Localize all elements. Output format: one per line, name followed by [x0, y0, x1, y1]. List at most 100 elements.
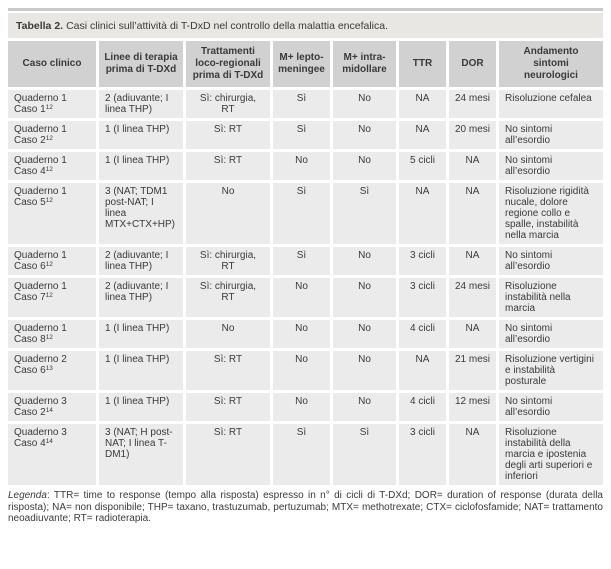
caso-quaderno: Quaderno 1: [14, 186, 67, 197]
cell-trattamenti: Sì: RT: [186, 393, 270, 421]
cell-andamento: Risoluzione instabilità della marcia e i…: [499, 424, 603, 485]
column-header-2: Trattamenti loco-regionali prima di T-DX…: [186, 41, 270, 87]
table-title: Tabella 2. Casi clinici sull’attività di …: [8, 13, 603, 38]
cell-linee: 1 (I linea THP): [99, 121, 183, 149]
cell-dor: NA: [449, 183, 496, 244]
cell-linee: 1 (I linea THP): [99, 393, 183, 421]
column-header-3: M+ lepto- meningee: [273, 41, 330, 87]
column-header-4: M+ intra- midollare: [333, 41, 396, 87]
cell-caso: Quaderno 1 Caso 412: [8, 152, 96, 180]
cell-intra: Sì: [333, 424, 396, 485]
cell-intra: No: [333, 247, 396, 275]
cell-ttr: NA: [399, 183, 446, 244]
caso-numero: Caso 613: [14, 365, 53, 376]
cell-dor: 24 mesi: [449, 90, 496, 118]
caso-numero: Caso 212: [14, 135, 53, 146]
cell-andamento: Risoluzione instabilità nella marcia: [499, 278, 603, 317]
cell-intra: No: [333, 152, 396, 180]
cell-lepto: No: [273, 152, 330, 180]
cell-trattamenti: Sì: chirurgia, RT: [186, 247, 270, 275]
column-header-7: Andamento sintomi neurologici: [499, 41, 603, 87]
cell-lepto: Sì: [273, 90, 330, 118]
cell-lepto: No: [273, 351, 330, 390]
cell-dor: NA: [449, 152, 496, 180]
column-header-1: Linee di terapia prima di T-DXd: [99, 41, 183, 87]
top-rule: [8, 8, 603, 11]
caso-numero: Caso 712: [14, 292, 53, 303]
column-header-6: DOR: [449, 41, 496, 87]
cell-caso: Quaderno 1 Caso 712: [8, 278, 96, 317]
caso-quaderno: Quaderno 1: [14, 323, 67, 334]
cell-andamento: No sintomi all’esordio: [499, 393, 603, 421]
cell-ttr: NA: [399, 90, 446, 118]
cell-trattamenti: Sì: chirurgia, RT: [186, 278, 270, 317]
legend: Legenda: TTR= time to response (tempo al…: [8, 490, 603, 525]
caso-quaderno: Quaderno 1: [14, 155, 67, 166]
citation-ref: 14: [45, 407, 53, 414]
citation-ref: 13: [45, 365, 53, 372]
cell-andamento: Risoluzione rigidità nucale, dolore regi…: [499, 183, 603, 244]
cell-linee: 3 (NAT; H post-NAT; I linea T-DM1): [99, 424, 183, 485]
cell-andamento: No sintomi all’esordio: [499, 320, 603, 348]
cell-lepto: No: [273, 320, 330, 348]
caso-quaderno: Quaderno 2: [14, 354, 67, 365]
cell-ttr: 3 cicli: [399, 424, 446, 485]
caso-numero: Caso 812: [14, 334, 53, 345]
cell-lepto: Sì: [273, 183, 330, 244]
column-header-5: TTR: [399, 41, 446, 87]
citation-ref: 12: [45, 166, 53, 173]
cell-trattamenti: Sì: chirurgia, RT: [186, 90, 270, 118]
legend-label: Legenda: [8, 490, 47, 501]
cell-lepto: Sì: [273, 247, 330, 275]
cell-andamento: No sintomi all’esordio: [499, 247, 603, 275]
citation-ref: 12: [45, 261, 53, 268]
cell-andamento: No sintomi all’esordio: [499, 152, 603, 180]
cell-ttr: 3 cicli: [399, 278, 446, 317]
caso-numero: Caso 214: [14, 407, 53, 418]
column-header-0: Caso clinico: [8, 41, 96, 87]
legend-text: : TTR= time to response (tempo alla risp…: [8, 490, 603, 524]
cell-ttr: 3 cicli: [399, 247, 446, 275]
cell-intra: No: [333, 320, 396, 348]
cell-trattamenti: Sì: RT: [186, 424, 270, 485]
citation-ref: 12: [45, 334, 53, 341]
cell-dor: NA: [449, 247, 496, 275]
cell-lepto: Sì: [273, 121, 330, 149]
table-title-text: Casi clinici sull’attività di T-DxD nel …: [66, 20, 389, 32]
cell-caso: Quaderno 3 Caso 214: [8, 393, 96, 421]
cell-trattamenti: No: [186, 183, 270, 244]
caso-numero: Caso 414: [14, 438, 53, 449]
cell-lepto: No: [273, 393, 330, 421]
cell-caso: Quaderno 1 Caso 612: [8, 247, 96, 275]
cell-trattamenti: Sì: RT: [186, 152, 270, 180]
cell-ttr: NA: [399, 121, 446, 149]
cell-dor: 20 mesi: [449, 121, 496, 149]
cell-caso: Quaderno 1 Caso 812: [8, 320, 96, 348]
cell-ttr: 5 cicli: [399, 152, 446, 180]
cell-intra: No: [333, 278, 396, 317]
cell-intra: No: [333, 121, 396, 149]
cell-caso: Quaderno 2 Caso 613: [8, 351, 96, 390]
cell-trattamenti: Sì: RT: [186, 351, 270, 390]
cell-trattamenti: No: [186, 320, 270, 348]
cell-dor: 24 mesi: [449, 278, 496, 317]
cell-dor: 21 mesi: [449, 351, 496, 390]
caso-numero: Caso 612: [14, 261, 53, 272]
caso-quaderno: Quaderno 3: [14, 396, 67, 407]
cell-intra: No: [333, 351, 396, 390]
caso-quaderno: Quaderno 1: [14, 281, 67, 292]
cell-andamento: Risoluzione cefalea: [499, 90, 603, 118]
citation-ref: 12: [45, 292, 53, 299]
cell-ttr: 4 cicli: [399, 393, 446, 421]
cell-intra: Sì: [333, 183, 396, 244]
citation-ref: 12: [45, 135, 53, 142]
cell-linee: 1 (I linea THP): [99, 152, 183, 180]
table-title-label: Tabella 2.: [16, 20, 64, 32]
cell-linee: 1 (I linea THP): [99, 351, 183, 390]
cell-ttr: 4 cicli: [399, 320, 446, 348]
cell-andamento: No sintomi all’esordio: [499, 121, 603, 149]
cell-andamento: Risoluzione vertigini e instabilità post…: [499, 351, 603, 390]
cell-dor: 12 mesi: [449, 393, 496, 421]
caso-numero: Caso 112: [14, 104, 53, 115]
cell-lepto: Sì: [273, 424, 330, 485]
